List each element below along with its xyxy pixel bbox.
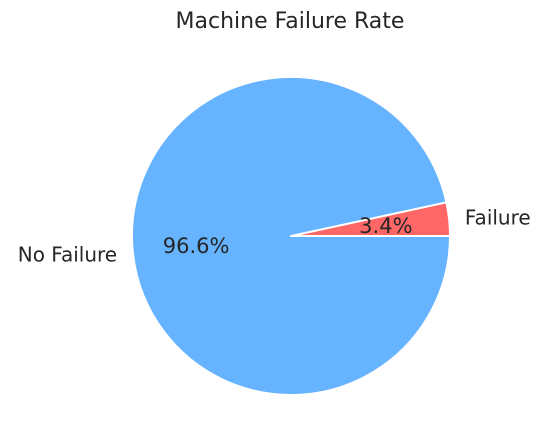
slice-percent-label: 96.6% bbox=[163, 234, 230, 258]
pie-labels: Failure 3.4% No Failure 96.6% bbox=[18, 205, 531, 266]
chart-title: Machine Failure Rate bbox=[176, 9, 405, 34]
pie-slice-no-failure bbox=[131, 76, 451, 396]
slice-label: No Failure bbox=[18, 243, 117, 267]
pie-slices bbox=[131, 76, 451, 396]
slice-label: Failure bbox=[465, 205, 531, 229]
slice-percent-label: 3.4% bbox=[359, 214, 412, 238]
